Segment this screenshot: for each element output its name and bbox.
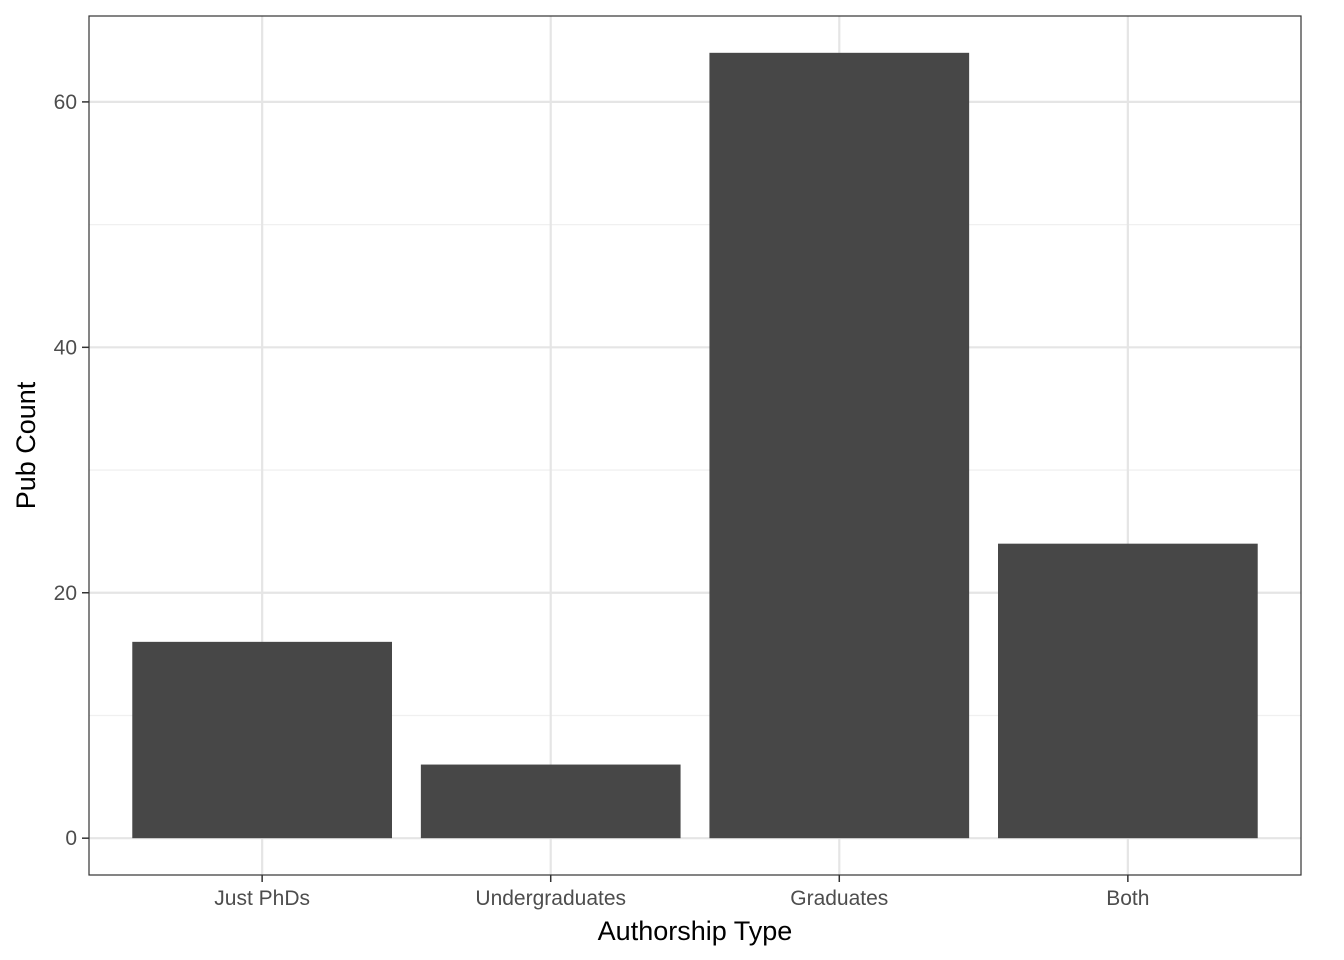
x-tick-label: Both [1106,887,1149,910]
x-axis-title: Authorship Type [598,916,793,946]
y-tick-label: 20 [54,582,77,605]
x-tick-label: Graduates [790,887,888,910]
bar-undergraduates [421,765,681,839]
y-axis: 0 20 40 60 [54,91,89,850]
y-tick-label: 40 [54,336,77,359]
bars [132,53,1257,838]
y-tick-label: 0 [65,827,77,850]
x-tick-label: Undergraduates [475,887,626,910]
bar-both [998,544,1258,839]
x-axis: Just PhDs Undergraduates Graduates Both [214,875,1149,910]
bar-graduates [709,53,969,838]
x-tick-label: Just PhDs [214,887,310,910]
y-axis-title: Pub Count [11,381,41,509]
y-tick-label: 60 [54,91,77,114]
bar-just-phds [132,642,392,838]
